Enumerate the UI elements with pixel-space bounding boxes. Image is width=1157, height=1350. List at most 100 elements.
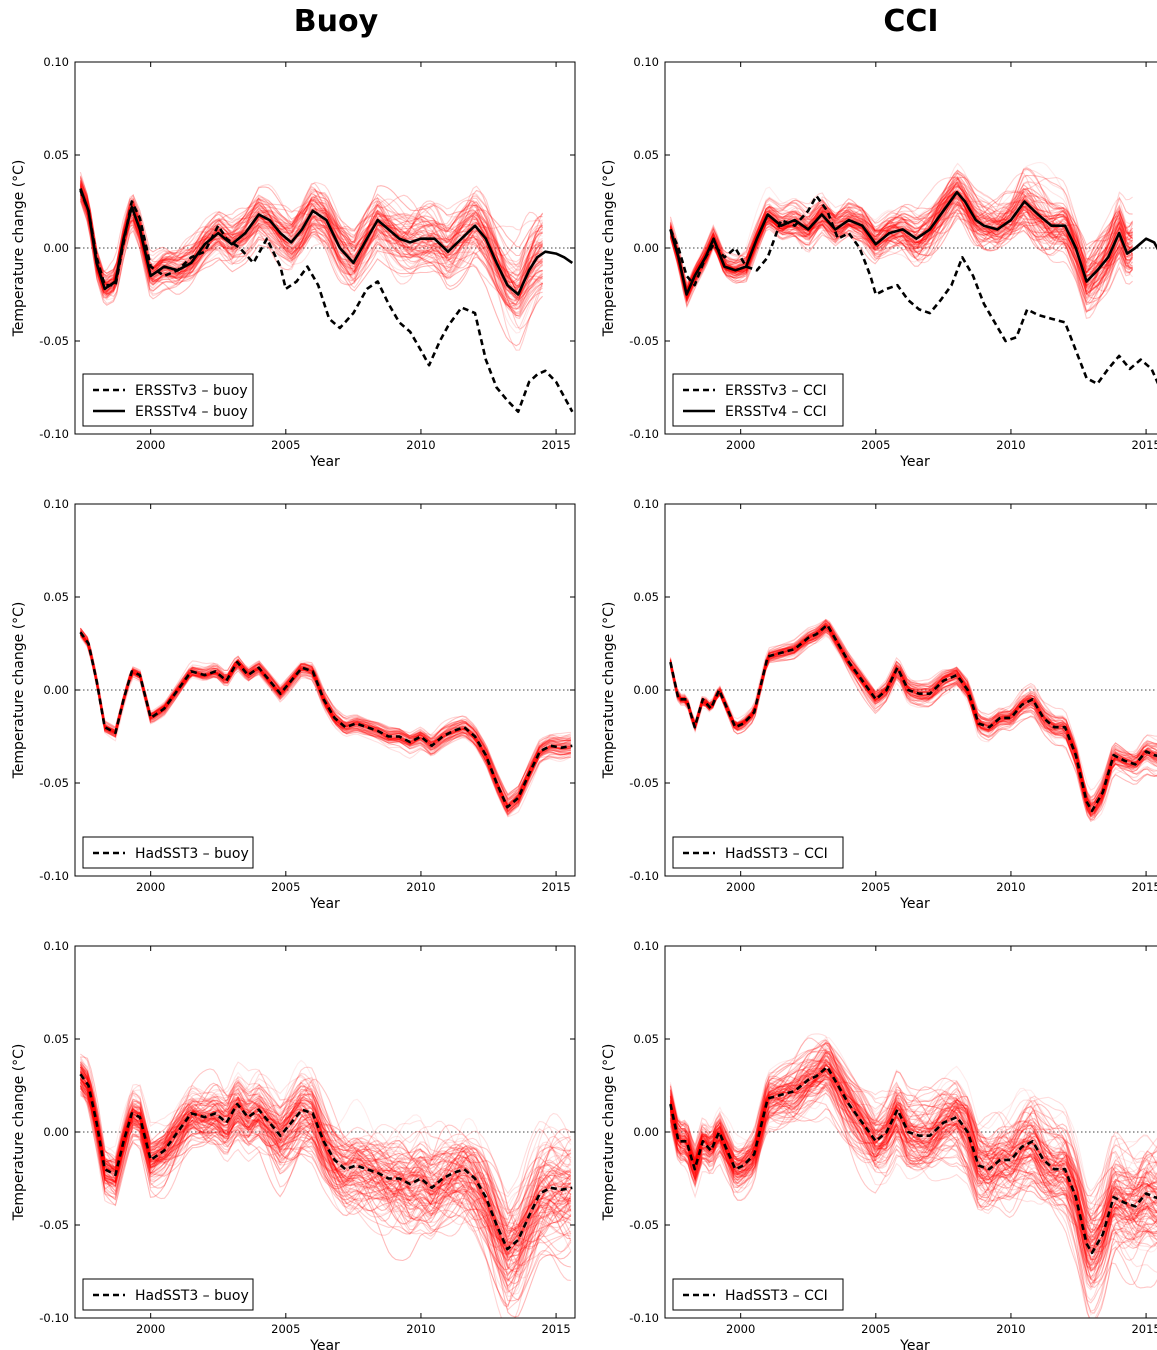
ensemble-member-line [669,175,1133,289]
ensemble-member-line [669,1064,1157,1279]
ensemble-member-line [80,1092,572,1248]
ensemble-member-line [80,1068,572,1248]
ensemble-member-line [669,1070,1157,1250]
ensemble-member-line [669,622,1157,806]
y-tick-label: 0.10 [43,55,69,69]
ensemble-member-line [669,174,1134,291]
x-tick-label: 2015 [541,880,570,894]
ensemble-member-line [79,1071,572,1270]
ensemble-member-line [79,199,543,285]
ensemble-member-line [79,629,571,800]
x-axis-label: Year [899,1338,930,1350]
legend-label: ERSSTv4 – CCI [725,404,827,420]
y-tick-label: 0.10 [633,939,659,953]
ensemble-member-line [79,183,543,294]
ensemble-member-line [79,191,543,306]
ensemble-member-line [79,186,543,293]
ensemble-member-line [79,183,543,293]
y-tick-label: -0.05 [629,776,659,790]
ensemble-member-line [79,1056,572,1240]
ensemble-member-line [79,637,571,818]
ensemble-member-line [669,1061,1157,1272]
ensemble-member-line [79,192,543,289]
ensemble-member-line [79,631,571,813]
ensemble-member-line [669,187,1134,305]
series-line-1 [79,1073,573,1251]
ensemble-member-line [79,191,543,299]
ensemble-member-line [79,1076,572,1318]
series-line-1 [669,1065,1157,1255]
ensemble-member-line [669,191,1133,301]
ensemble-member-line [79,181,543,286]
ensemble-member-line [80,1078,572,1225]
legend-box [672,373,844,427]
ensemble-member-line [669,626,1157,816]
y-tick-label: 0.05 [633,148,659,162]
y-tick-label: -0.05 [39,776,69,790]
ensemble-member-line [669,176,1134,296]
ensemble-member-line [669,623,1157,808]
y-tick-label: 0.05 [43,590,69,604]
y-tick-label: 0.00 [43,1125,69,1139]
ensemble-member-line [669,1050,1157,1245]
ensemble-member-line [669,1042,1157,1218]
legend-label: ERSSTv3 – CCI [725,383,827,399]
ensemble-member-line [669,1069,1157,1262]
ensemble-member-line [79,1062,572,1266]
legend-box [672,1278,844,1311]
ensemble-member-line [669,181,1134,299]
ensemble-member-line [669,1082,1157,1269]
ensemble-member-line [80,1056,572,1250]
ensemble-member-line [669,180,1134,286]
ensemble-member-line [79,1070,572,1230]
ensemble-member-line [80,1060,572,1234]
ensemble-member-line [80,1086,572,1249]
x-tick-label: 2010 [996,880,1025,894]
legend-label: HadSST3 – CCI [725,1288,828,1304]
ensemble-member-line [79,186,543,320]
ensemble-member-line [669,1055,1157,1234]
ensemble-member-line [79,185,543,290]
ensemble-member-line [79,1070,572,1279]
chart-panel-buoy-middle: -0.10 -0.05 0.00 0.05 0.10 2000 2005 2010 2015 Ye… [11,497,576,912]
ensemble-member-line [669,172,1133,300]
y-tick-label: -0.10 [39,1311,69,1325]
chart-panel-buoy-bottom: -0.10 -0.05 0.00 0.05 0.10 2000 2005 2010 2015 Ye… [11,939,576,1350]
legend-box [82,373,254,427]
x-tick-label: 2005 [861,438,890,452]
ensemble-member-line [669,1074,1157,1272]
legend-label: ERSSTv3 – buoy [135,383,248,399]
ensemble-member-line [79,632,572,812]
ensemble-member-line [669,1080,1157,1289]
ensemble-member-line [669,1042,1157,1217]
ensemble-member-line [669,1062,1157,1248]
ensemble-member-line [79,1078,572,1239]
ensemble-member-line [80,1066,572,1238]
ensemble-member-line [669,194,1134,294]
x-tick-label: 2000 [726,880,755,894]
ensemble-member-line [79,1085,571,1258]
ensemble-member-line [79,1085,571,1256]
ensemble-member-line [79,1072,572,1283]
y-tick-label: 0.05 [43,1032,69,1046]
ensemble-member-line [79,1091,572,1311]
ensemble-member-line [79,1090,572,1262]
y-tick-label: -0.10 [39,427,69,441]
ensemble-member-line [79,1065,571,1215]
ensemble-member-line [669,161,1133,295]
series-line-2 [669,190,1157,296]
ensemble-member-line [669,1071,1157,1240]
ensemble-member-line [669,176,1133,297]
ensemble-member-line [669,1050,1157,1219]
ensemble-member-line [79,201,543,310]
ensemble-member-line [79,1067,572,1247]
y-axis-label: Temperature change (°C) [601,1044,617,1222]
chart-panel-cci-middle: -0.10 -0.05 0.00 0.05 0.10 2000 2005 2010 2015 Ye… [601,497,1157,912]
ensemble-member-line [669,191,1133,304]
plot-content [665,161,1157,386]
ensemble-member-line [669,1054,1157,1232]
ensemble-member-line [79,634,571,812]
ensemble-member-line [669,191,1134,303]
ensemble-member-line [79,175,544,305]
ensemble-member-line [79,188,544,310]
